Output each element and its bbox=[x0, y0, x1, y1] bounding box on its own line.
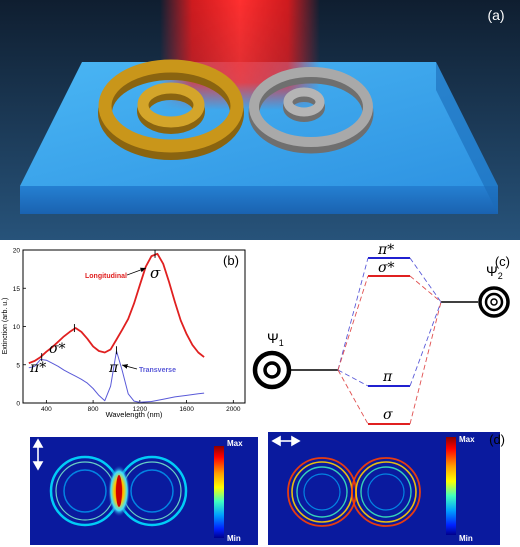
correlation-lines bbox=[337, 257, 442, 425]
chart-frame bbox=[22, 249, 246, 404]
panel-b-chart: 0 5 10 15 20 400 800 1200 1600 2000 Wavelength (… bbox=[2, 248, 246, 419]
x-axis-label: Wavelength (nm) bbox=[106, 410, 163, 419]
colorbar-right-min: Min bbox=[459, 534, 473, 543]
panel-label-c: (c) bbox=[495, 254, 510, 269]
panel-label-b: (b) bbox=[223, 253, 239, 268]
silver-ring-pair bbox=[248, 67, 374, 154]
y-tick-label: 10 bbox=[13, 324, 21, 331]
psi1-ring-icon bbox=[252, 350, 292, 390]
y-tick-label: 0 bbox=[16, 401, 20, 408]
sigma-label: σ bbox=[150, 264, 161, 282]
colorbar-right bbox=[446, 437, 456, 535]
psi1-label: Ψ1 bbox=[267, 330, 284, 348]
transverse-arrow bbox=[121, 364, 138, 370]
y-axis-label: Extinction (arb. u.) bbox=[2, 298, 9, 355]
substrate-front bbox=[20, 186, 498, 214]
pi-star-label: π* bbox=[29, 360, 46, 376]
substrate-side bbox=[436, 62, 498, 214]
vertical-polarization-arrow-icon bbox=[32, 438, 44, 471]
x-tick-label: 1200 bbox=[133, 406, 148, 413]
psi2-ring-icon bbox=[478, 286, 510, 318]
sigma-level-label: σ bbox=[383, 407, 393, 423]
y-tick-label: 20 bbox=[13, 248, 21, 255]
panel-label-a: (a) bbox=[487, 7, 504, 23]
series-line-longitudinal bbox=[28, 252, 205, 365]
x-tick-label: 1600 bbox=[179, 406, 194, 413]
longitudinal-label: Longitudinal bbox=[85, 273, 127, 280]
y-tick-label: 5 bbox=[16, 362, 20, 369]
panel-a: (a) bbox=[0, 0, 520, 240]
colorbar-left bbox=[214, 446, 224, 538]
series-line-transverse bbox=[28, 350, 205, 403]
panel-label-d: (d) bbox=[489, 432, 505, 447]
x-tick-label: 800 bbox=[88, 406, 99, 413]
pi-star-level-label: π* bbox=[377, 242, 394, 258]
colorbar-right-max: Max bbox=[459, 435, 475, 444]
x-tick-label: 400 bbox=[41, 406, 52, 413]
sigma-star-level-label: σ* bbox=[378, 260, 395, 276]
field-map-horizontal: Max Min bbox=[268, 432, 500, 545]
field-map-right-bg bbox=[268, 432, 500, 545]
pi-label: π bbox=[108, 360, 119, 376]
field-hotspot-core bbox=[116, 475, 122, 507]
colorbar-left-min: Min bbox=[227, 534, 241, 543]
panel-d-field-maps: Max Min Max Min bbox=[30, 432, 505, 545]
x-tick-label: 2000 bbox=[226, 406, 241, 413]
y-tick-label: 15 bbox=[13, 286, 21, 293]
panel-c-diagram: (c) Ψ1 Ψ2 π* bbox=[252, 242, 510, 425]
colorbar-left-max: Max bbox=[227, 439, 243, 448]
longitudinal-arrow bbox=[126, 267, 147, 276]
transverse-label: Transverse bbox=[139, 367, 176, 374]
field-map-vertical: Max Min bbox=[30, 437, 258, 545]
psi2-label: Ψ2 bbox=[486, 263, 503, 281]
pi-level-label: π bbox=[382, 369, 393, 385]
sigma-star-label: σ* bbox=[49, 341, 66, 357]
horizontal-polarization-arrow-icon bbox=[271, 435, 301, 447]
gold-ring-pair bbox=[98, 59, 244, 160]
